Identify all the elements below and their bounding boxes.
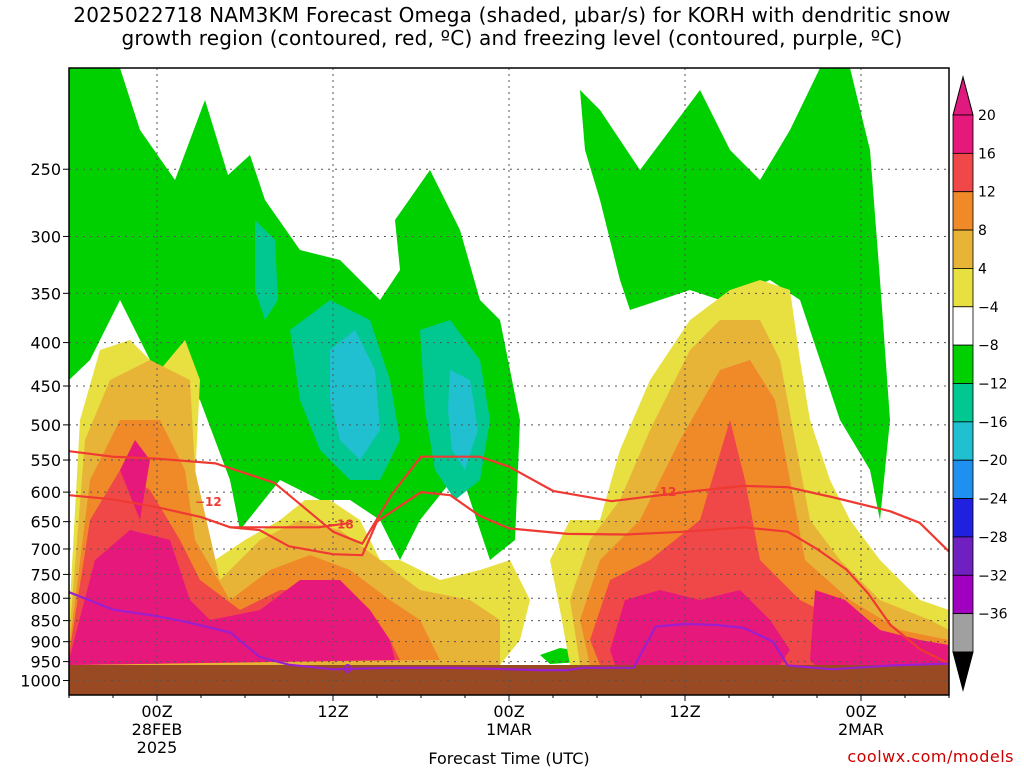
colorbar-label: −8 [978, 338, 999, 354]
colorbar-label: 16 [978, 146, 996, 162]
colorbar-swatch [952, 536, 974, 576]
contour-freezing_level_0C [69, 591, 949, 672]
x-tick-label: 00Z [141, 702, 172, 721]
colorbar-swatch [952, 229, 974, 269]
y-tick-label: 800 [30, 589, 61, 608]
y-tick-label: 900 [30, 633, 61, 652]
colorbar-swatch [952, 498, 974, 538]
y-tick-label: 300 [30, 227, 61, 246]
colorbar-label: −20 [978, 453, 1008, 469]
contour-label: 0 [343, 662, 351, 676]
colorbar-label: −4 [978, 300, 999, 316]
omega-descent-core-4 [448, 370, 478, 470]
x-tick-label: 12Z [317, 702, 348, 721]
colorbar-label: −36 [978, 607, 1008, 623]
title-line-2: growth region (contoured, red, ºC) and f… [121, 26, 903, 50]
colorbar-label: 4 [978, 261, 987, 277]
y-axis: 250 300 350 400 450 500 550 600 650 700 750 800 850 9… [20, 160, 69, 691]
colorbar-label: −32 [978, 568, 1008, 584]
title-line-1: 2025022718 NAM3KM Forecast Omega (shaded… [73, 3, 951, 27]
colorbar-swatch [952, 383, 974, 423]
y-tick-label: 600 [30, 483, 61, 502]
y-tick-label: 850 [30, 612, 61, 631]
omega-ascent-core-1 [69, 530, 395, 665]
colorbar-label: −24 [978, 492, 1008, 508]
x-tick-label: 2MAR [838, 720, 884, 739]
omega-shading [69, 68, 949, 665]
x-axis-label: Forecast Time (UTC) [428, 749, 589, 768]
colorbar-label: 20 [978, 108, 996, 124]
y-tick-label: 400 [30, 334, 61, 353]
chart-title: 2025022718 NAM3KM Forecast Omega (shaded… [0, 4, 1024, 50]
x-tick-label: 12Z [669, 702, 700, 721]
y-tick-label: 700 [30, 540, 61, 559]
contour-dgz_minus12_upper [69, 450, 949, 553]
colorbar-swatch [952, 306, 974, 346]
y-tick-label: 350 [30, 284, 61, 303]
y-tick-label: 450 [30, 377, 61, 396]
colorbar-swatch [952, 574, 974, 615]
colorbar-bottom-arrow [952, 651, 974, 692]
colorbar-label: −12 [978, 377, 1008, 393]
y-tick-label: 250 [30, 160, 61, 179]
y-tick-label: 650 [30, 513, 61, 532]
x-tick-label: 1MAR [486, 720, 532, 739]
colorbar-swatch [952, 459, 974, 499]
colorbar-label: 8 [978, 223, 987, 239]
colorbar-swatch [952, 344, 974, 384]
y-tick-label: 750 [30, 565, 61, 584]
colorbar-swatch [952, 268, 974, 308]
contour-label: −12 [650, 485, 677, 499]
colorbar-swatch [952, 421, 974, 461]
grid [69, 68, 949, 695]
contour-label: −12 [195, 495, 222, 509]
credit-text: coolwx.com/models [847, 747, 1014, 766]
omega-descent-core-3 [330, 330, 380, 460]
y-tick-label: 500 [30, 416, 61, 435]
contours: −12 −12 −18 0 [69, 450, 949, 676]
omega-descent-core-5 [255, 220, 278, 320]
colorbar: 20 16 12 8 4 −4 −8 −12 −16 −20 −24 −28 −32 −36 [952, 75, 1008, 692]
colorbar-label: 12 [978, 185, 996, 201]
colorbar-swatch [952, 191, 974, 231]
colorbar-label: −16 [978, 415, 1008, 431]
colorbar-swatch [952, 613, 974, 653]
omega-ascent-core-3 [810, 590, 949, 665]
x-tick-label: 00Z [493, 702, 524, 721]
y-tick-label: 1000 [20, 672, 61, 691]
omega-ascent-core-2 [610, 590, 790, 665]
x-tick-label: 28FEB [132, 720, 183, 739]
omega-descent-region-1 [69, 68, 520, 560]
colorbar-label: −28 [978, 530, 1008, 546]
colorbar-swatch [952, 114, 974, 154]
x-tick-label: 2025 [137, 738, 178, 757]
y-tick-label: 950 [30, 653, 61, 672]
y-tick-label: 550 [30, 451, 61, 470]
colorbar-swatch [952, 152, 974, 193]
contour-dgz_minus18 [230, 522, 348, 529]
x-tick-label: 00Z [845, 702, 876, 721]
omega-ascent-core-4 [120, 440, 150, 520]
contour-label: −18 [327, 517, 354, 531]
colorbar-top-arrow [952, 75, 974, 116]
